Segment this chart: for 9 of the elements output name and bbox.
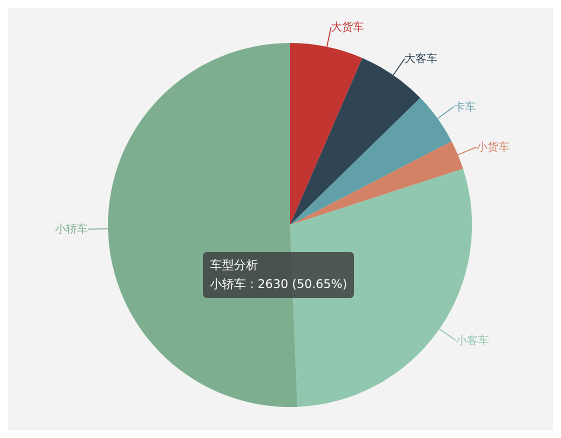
text: 车型分析 <box>210 257 259 274</box>
slice-label: 卡车 <box>454 100 476 114</box>
slice-label: 小轿车 <box>55 222 88 236</box>
slice-label: 大客车 <box>404 52 438 66</box>
slice-label: 大货车 <box>330 20 364 34</box>
slice-label: 小货车 <box>476 140 510 154</box>
pie-slice <box>290 98 452 225</box>
text: 小轿车 : 2630 (50.65%) <box>210 276 348 293</box>
slice-label: 小客车 <box>456 334 489 347</box>
